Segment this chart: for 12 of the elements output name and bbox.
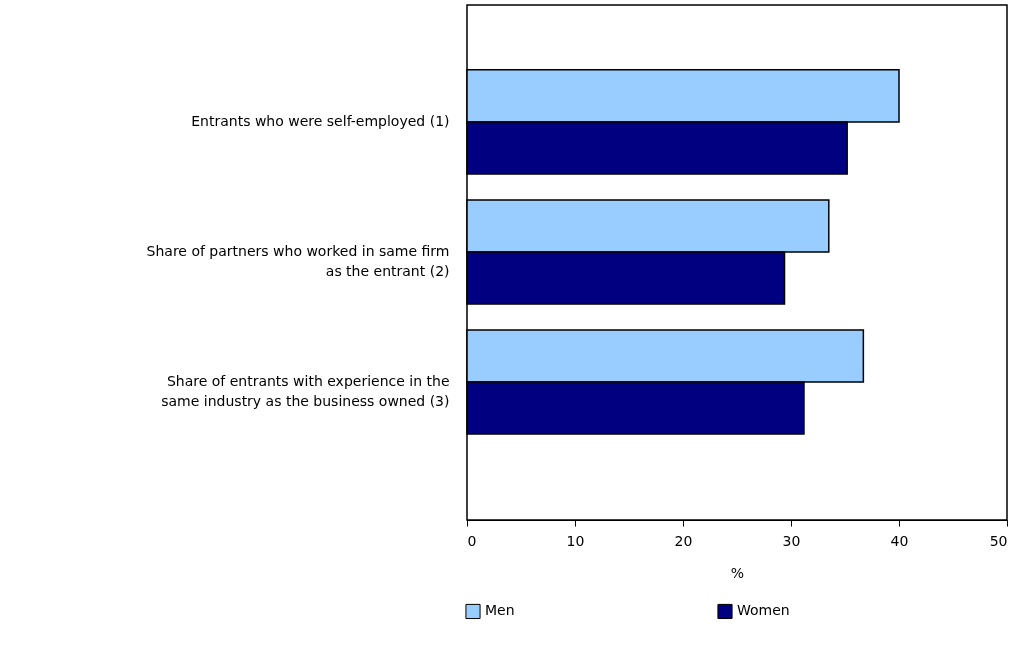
- y-tick-label: Share of partners who worked in same firm as the entrant (2): [146, 242, 450, 279]
- x-tick-label: 40: [890, 532, 909, 549]
- legend-label: Women: [737, 602, 790, 619]
- x-tick-label: 30: [782, 532, 801, 549]
- y-tick-label: Share of entrants with experience in the same industry as the business owned (3): [161, 372, 450, 409]
- x-tick-label: 0: [467, 532, 477, 549]
- legend-label: Men: [485, 602, 515, 619]
- x-tick-label: 50: [989, 532, 1008, 549]
- x-tick-label: 10: [566, 532, 585, 549]
- y-tick-label: Entrants who were self-employed (1): [191, 112, 450, 129]
- x-tick-label: 20: [674, 532, 693, 549]
- x-axis-title: %: [730, 564, 745, 581]
